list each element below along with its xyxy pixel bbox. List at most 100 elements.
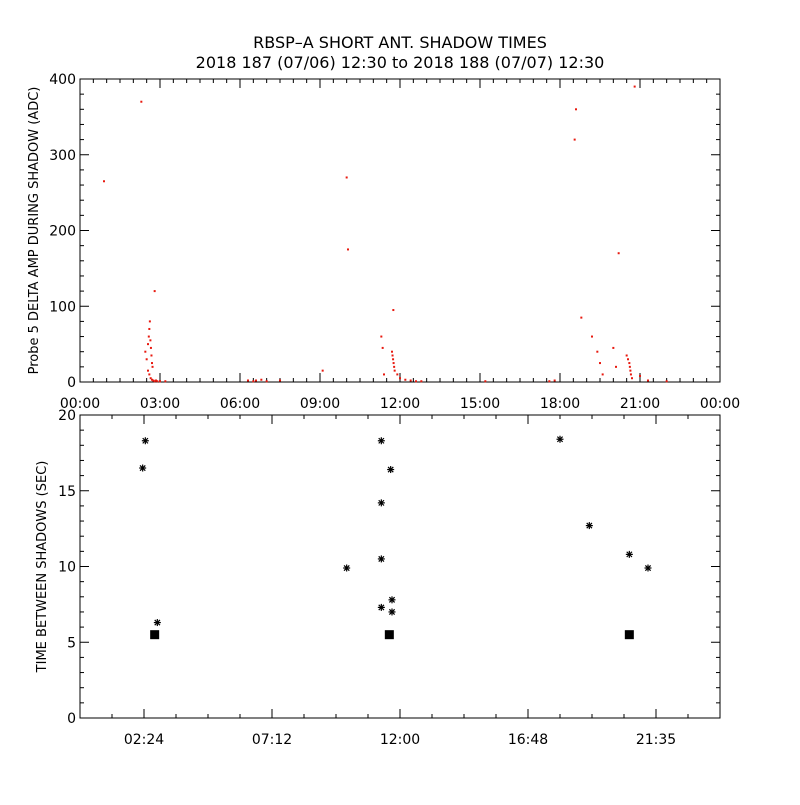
data-point-asterisk bbox=[377, 437, 385, 445]
data-point bbox=[153, 290, 156, 293]
data-point bbox=[148, 320, 151, 323]
data-point-asterisk bbox=[377, 603, 385, 611]
data-point bbox=[396, 373, 399, 376]
asterisk-stroke bbox=[139, 464, 146, 472]
data-point bbox=[627, 358, 629, 361]
data-point bbox=[615, 365, 617, 368]
data-point bbox=[140, 100, 143, 103]
top-x-tick-label: 03:00 bbox=[140, 396, 180, 412]
bottom-x-tick-label: 07:12 bbox=[252, 732, 292, 748]
data-point bbox=[151, 362, 153, 365]
data-point-asterisk bbox=[388, 596, 396, 604]
data-point bbox=[148, 327, 151, 330]
data-point-asterisk bbox=[153, 619, 161, 627]
asterisk-stroke bbox=[343, 564, 350, 572]
bottom-y-tick-label: 5 bbox=[67, 635, 76, 651]
asterisk-stroke bbox=[387, 466, 394, 473]
data-point bbox=[575, 108, 577, 111]
data-point bbox=[255, 379, 257, 382]
data-point bbox=[601, 373, 604, 376]
data-point bbox=[391, 354, 394, 357]
data-point bbox=[151, 378, 153, 381]
top-panel: 00:00 03:00 06:00 09:00 12:00 15:00 18:00 21:00… bbox=[27, 72, 740, 412]
asterisk-stroke bbox=[378, 604, 385, 611]
data-point bbox=[159, 380, 161, 383]
data-point bbox=[153, 380, 156, 383]
top-x-tick-label: 09:00 bbox=[300, 396, 340, 412]
data-point bbox=[631, 377, 633, 380]
data-point bbox=[152, 379, 155, 382]
data-point bbox=[392, 362, 395, 365]
asterisk-stroke bbox=[378, 437, 385, 444]
data-point bbox=[553, 379, 556, 382]
data-point-square bbox=[150, 630, 160, 640]
data-point bbox=[596, 350, 599, 353]
top-x-tick-label: 12:00 bbox=[380, 396, 420, 412]
data-point bbox=[381, 346, 384, 349]
top-y-tick-label: 200 bbox=[49, 224, 76, 240]
data-point bbox=[265, 380, 268, 383]
top-x-tick-label: 00:00 bbox=[60, 396, 100, 412]
chart-subtitle: 2018 187 (07/06) 12:30 to 2018 188 (07/0… bbox=[196, 53, 605, 72]
data-point bbox=[628, 365, 631, 368]
data-point bbox=[484, 380, 487, 383]
asterisk-stroke bbox=[154, 619, 161, 626]
data-point bbox=[345, 176, 348, 179]
data-point bbox=[633, 85, 636, 88]
data-point bbox=[145, 358, 148, 361]
asterisk-stroke bbox=[388, 608, 396, 615]
data-point bbox=[404, 378, 407, 381]
top-y-axis-label: Probe 5 DELTA AMP DURING SHADOW (ADC) bbox=[27, 87, 42, 375]
asterisk-stroke bbox=[378, 555, 385, 562]
data-point-asterisk bbox=[388, 608, 396, 616]
data-point-square bbox=[384, 630, 394, 640]
data-point bbox=[420, 380, 423, 383]
bottom-panel: 02:24 07:12 12:00 16:48 21:35 0 5 10 15 20 TIME BE… bbox=[35, 408, 721, 748]
data-point-asterisk bbox=[625, 550, 633, 558]
data-point bbox=[147, 343, 149, 346]
asterisk-stroke bbox=[644, 564, 652, 572]
data-point bbox=[629, 369, 632, 372]
data-point bbox=[383, 373, 385, 376]
data-point bbox=[149, 346, 152, 349]
asterisk-stroke bbox=[586, 522, 593, 529]
data-point bbox=[252, 380, 255, 383]
data-point bbox=[647, 379, 649, 382]
data-point-square bbox=[624, 630, 634, 640]
data-point bbox=[147, 335, 150, 338]
data-point-asterisk bbox=[556, 435, 564, 443]
asterisk-stroke bbox=[388, 596, 396, 603]
chart-title: RBSP–A SHORT ANT. SHADOW TIMES bbox=[253, 33, 547, 52]
data-point bbox=[393, 369, 396, 372]
data-point bbox=[612, 346, 615, 349]
data-point-asterisk bbox=[377, 555, 385, 563]
data-point-asterisk bbox=[377, 499, 385, 507]
data-point bbox=[147, 369, 149, 372]
top-y-tick-label: 300 bbox=[49, 148, 76, 164]
data-point bbox=[164, 380, 167, 383]
data-point bbox=[392, 358, 395, 361]
data-point bbox=[148, 373, 151, 376]
asterisk-stroke bbox=[626, 551, 633, 558]
data-point bbox=[415, 380, 417, 383]
data-point bbox=[247, 379, 249, 382]
bottom-x-tick-label: 16:48 bbox=[508, 732, 548, 748]
asterisk-stroke bbox=[378, 499, 385, 506]
data-point bbox=[149, 377, 152, 380]
data-point bbox=[639, 374, 641, 377]
data-point bbox=[625, 354, 628, 357]
bottom-y-tick-label: 15 bbox=[58, 484, 76, 500]
bottom-y-tick-label: 10 bbox=[58, 560, 76, 576]
data-point bbox=[392, 309, 395, 312]
data-point-asterisk bbox=[585, 522, 593, 530]
data-point bbox=[617, 252, 620, 255]
bottom-x-tick-label: 21:35 bbox=[636, 732, 676, 748]
top-x-tick-label: 06:00 bbox=[220, 396, 260, 412]
data-point bbox=[279, 379, 281, 382]
data-point bbox=[591, 335, 593, 338]
data-point bbox=[156, 380, 159, 383]
data-point bbox=[409, 379, 412, 382]
bottom-y-tick-label: 0 bbox=[67, 711, 76, 727]
data-point bbox=[144, 350, 147, 353]
